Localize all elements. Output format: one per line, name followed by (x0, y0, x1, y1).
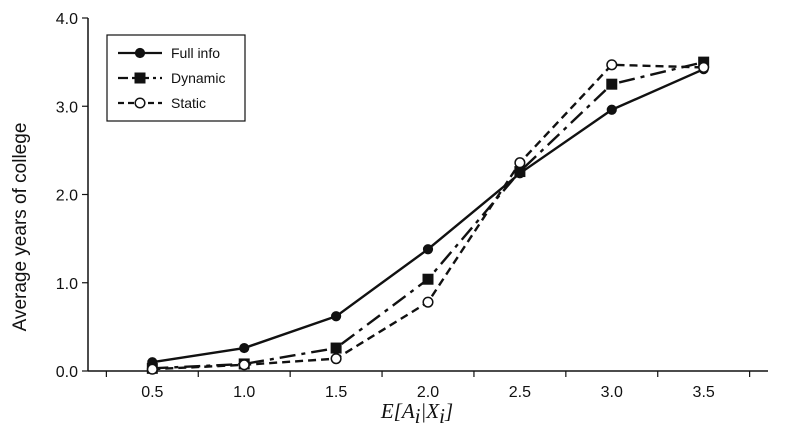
x-tick-label: 1.0 (233, 384, 255, 401)
legend-label: Full info (171, 45, 220, 61)
legend-box (106, 34, 246, 122)
x-tick-label: 1.5 (325, 384, 347, 401)
series-static (146, 59, 710, 375)
y-axis-label: Average years of college (10, 123, 31, 332)
x-axis-label: E[Ai|Xi] (380, 399, 453, 428)
data-point (606, 104, 617, 115)
data-point (698, 61, 710, 73)
legend-item: Full info (118, 45, 220, 61)
data-point (422, 273, 434, 285)
x-tick-label: 3.5 (693, 384, 715, 401)
data-point (134, 97, 146, 109)
data-point (330, 353, 342, 365)
legend-item: Static (118, 95, 206, 111)
data-point (422, 244, 434, 255)
data-point (330, 342, 342, 354)
data-point (238, 359, 250, 371)
data-point (606, 59, 618, 71)
y-tick-label: 2.0 (56, 188, 78, 205)
x-tick-label: 2.5 (509, 384, 531, 401)
y-tick-label: 0.0 (56, 364, 78, 381)
x-tick-label: 3.0 (601, 384, 623, 401)
data-point (606, 78, 618, 90)
data-point (514, 166, 526, 178)
data-point (514, 157, 526, 169)
data-point (239, 342, 250, 354)
series-layer (146, 56, 710, 375)
legend-item: Dynamic (118, 70, 225, 86)
legend-label: Static (171, 95, 206, 111)
data-point (134, 72, 146, 84)
data-point (134, 47, 146, 59)
chart-axes: 0.0 1.0 2.0 3.0 4.0 0.5 1.0 1.5 2.0 2.5 3.0 3.5 (56, 11, 768, 401)
y-tick-label: 1.0 (56, 276, 78, 293)
data-point (331, 311, 342, 322)
data-point (422, 296, 434, 308)
y-tick-label: 4.0 (56, 11, 78, 28)
y-tick-label: 3.0 (56, 99, 78, 116)
legend-label: Dynamic (171, 70, 225, 86)
data-point (146, 363, 158, 375)
x-tick-label: 0.5 (141, 384, 163, 401)
x-tick-label: 2.0 (417, 384, 439, 401)
legend: Full info Dynamic Static (106, 34, 246, 122)
